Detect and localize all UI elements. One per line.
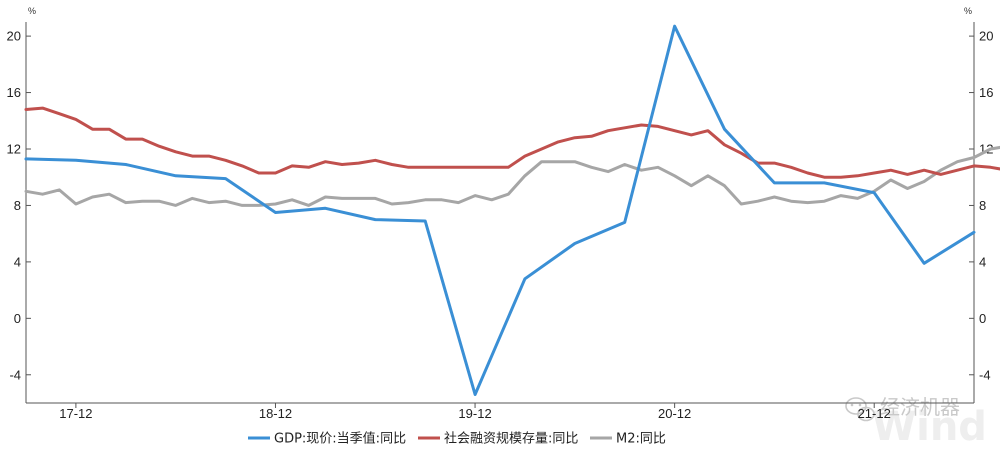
wechat-icon [845, 397, 875, 422]
y-unit-right: % [964, 6, 972, 16]
y-tick-label-right: 4 [979, 254, 986, 269]
y-tick-label-left: 12 [7, 142, 21, 157]
y-tick-label-right: 8 [979, 198, 986, 213]
y-tick-label-right: -4 [979, 367, 991, 382]
legend-label: M2:同比 [616, 432, 666, 447]
watermark: Wind 经济机器 [845, 395, 987, 450]
watermark-wind: Wind [872, 404, 987, 450]
legend-label: 社会融资规模存量:同比 [444, 431, 578, 447]
y-tick-label-right: 20 [979, 29, 993, 44]
x-tick-label: 21-12 [858, 406, 891, 421]
y-tick-label-left: 0 [14, 311, 21, 326]
y-tick-label-right: 0 [979, 311, 986, 326]
series-line-social-financing [24, 106, 1000, 179]
y-tick-label-left: 4 [14, 254, 21, 269]
y-tick-label-left: -4 [9, 367, 21, 382]
y-tick-label-right: 16 [979, 85, 993, 100]
plot-area [24, 24, 1000, 396]
watermark-text: 经济机器 [880, 395, 960, 419]
legend: GDP:现价:当季值:同比 社会融资规模存量:同比 M2:同比 [248, 431, 666, 447]
legend-label: GDP:现价:当季值:同比 [274, 431, 406, 447]
y-tick-label-left: 8 [14, 198, 21, 213]
y-tick-label-left: 20 [7, 29, 21, 44]
x-tick-label: 20-12 [658, 406, 691, 421]
x-tick-label: 19-12 [458, 406, 491, 421]
y-unit-left: % [28, 6, 36, 16]
y-tick-label-left: 16 [7, 85, 21, 100]
series-line-gdp [24, 24, 976, 396]
x-tick-label: 18-12 [259, 406, 292, 421]
x-tick-label: 17-12 [59, 406, 92, 421]
